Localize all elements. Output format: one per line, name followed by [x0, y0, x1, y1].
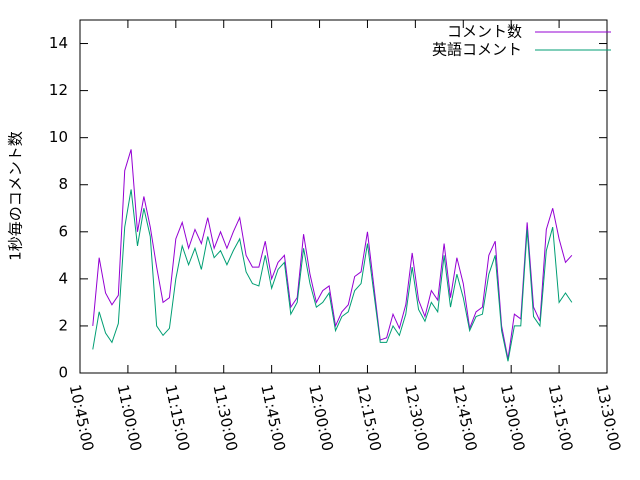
y-tick-label: 12: [49, 81, 68, 99]
legend-label: コメント数: [447, 23, 522, 41]
x-tick-label: 11:00:00: [114, 383, 146, 453]
y-tick-label: 8: [58, 175, 68, 193]
y-tick-label: 6: [58, 222, 68, 240]
x-tick-label: 13:15:00: [545, 383, 577, 453]
x-tick-label: 11:45:00: [257, 383, 289, 453]
x-tick-label: 12:00:00: [305, 383, 337, 453]
x-tick-label: 12:15:00: [353, 383, 385, 453]
y-tick-label: 10: [49, 128, 68, 146]
x-tick-label: 11:15:00: [162, 383, 194, 453]
y-tick-label: 2: [58, 316, 68, 334]
legend-label: 英語コメント: [432, 41, 522, 59]
x-tick-label: 13:30:00: [593, 383, 625, 453]
series-line: [92, 149, 573, 359]
y-tick-label: 14: [49, 34, 68, 52]
y-tick-label: 4: [58, 269, 68, 287]
y-axis-label: 1秒毎のコメント数: [7, 131, 25, 261]
x-tick-label: 10:45:00: [66, 383, 98, 453]
x-tick-label: 11:30:00: [209, 383, 241, 453]
x-tick-label: 12:45:00: [449, 383, 481, 453]
x-tick-label: 13:00:00: [497, 383, 529, 453]
x-tick-label: 12:30:00: [401, 383, 433, 453]
series-line: [92, 189, 573, 362]
y-tick-label: 0: [58, 364, 68, 382]
plot-border: [79, 19, 608, 374]
